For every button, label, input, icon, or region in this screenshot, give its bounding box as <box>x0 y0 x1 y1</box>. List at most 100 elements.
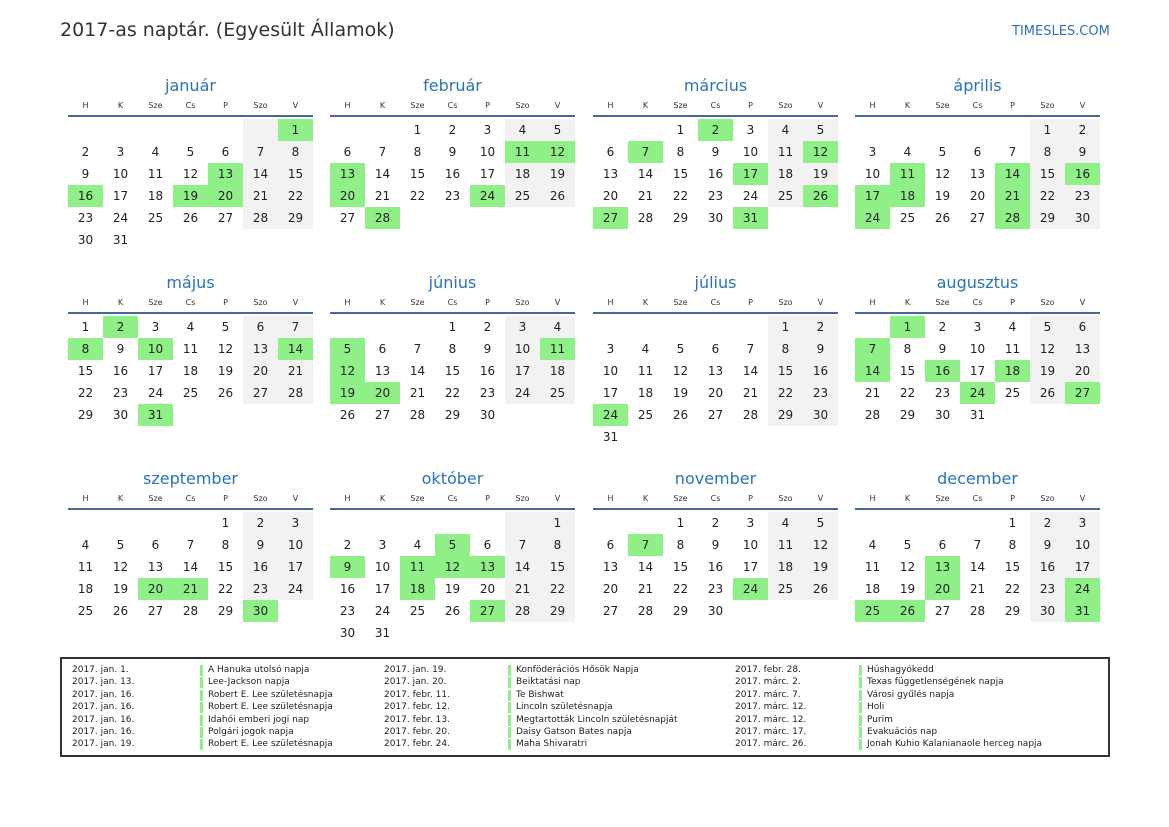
empty-cell <box>733 316 768 338</box>
day-cell: 24 <box>742 189 759 203</box>
weekday-label: H <box>344 298 351 307</box>
weekday-label: Szo <box>1040 494 1055 503</box>
holiday-legend: 2017. jan. 1. A Hanuka utolsó napja 2017. … <box>60 657 1110 757</box>
holiday-day-cell: 17 <box>733 163 768 185</box>
day-cell: 5 <box>803 119 838 141</box>
holiday-day-cell: 25 <box>855 600 890 622</box>
day-cell: 29 <box>672 604 689 618</box>
weekday-label: Cs <box>447 298 458 307</box>
holiday-day-cell: 16 <box>68 185 103 207</box>
weekday-label: P <box>485 101 490 110</box>
day-cell: 9 <box>711 538 720 552</box>
holiday-day-cell: 2 <box>103 316 138 338</box>
weekday-label: V <box>292 494 299 503</box>
day-cell: 13 <box>1065 338 1100 360</box>
weekday-label: Sze <box>148 298 163 307</box>
day-cell: 6 <box>606 145 615 159</box>
weekday-label: Sze <box>935 101 950 110</box>
weekday-label: P <box>1010 101 1015 110</box>
day-cell: 23 <box>77 211 94 225</box>
legend-date: 2017. jan. 1. <box>72 665 129 675</box>
empty-cell <box>960 512 995 534</box>
day-cell: 19 <box>803 163 838 185</box>
holiday-day-cell: 13 <box>330 163 365 185</box>
legend-marker <box>200 689 203 701</box>
day-cell: 21 <box>505 578 540 600</box>
weekday-label: Cs <box>185 298 196 307</box>
legend-marker <box>508 665 511 676</box>
brand-link[interactable]: TIMESLES.COM <box>1012 24 1110 39</box>
empty-cell <box>365 316 400 338</box>
day-cell: 29 <box>540 600 575 622</box>
legend-marker <box>508 714 511 726</box>
day-cell: 24 <box>112 211 129 225</box>
weekday-label: P <box>485 494 490 503</box>
day-cell: 7 <box>1008 145 1017 159</box>
day-cell: 28 <box>409 408 426 422</box>
weekday-header: H K Sze Cs P Szo V <box>68 490 313 510</box>
day-cell: 1 <box>768 316 803 338</box>
day-cell: 1 <box>221 516 230 530</box>
holiday-day-cell: 20 <box>365 382 400 404</box>
month-name: február <box>423 76 482 95</box>
empty-cell <box>243 119 278 141</box>
day-cell: 11 <box>77 560 94 574</box>
day-cell: 29 <box>1004 604 1021 618</box>
day-cell: 28 <box>637 211 654 225</box>
weekday-label: H <box>82 101 89 110</box>
day-cell: 20 <box>1065 360 1100 382</box>
empty-cell <box>925 119 960 141</box>
legend-marker <box>859 726 862 738</box>
day-cell: 12 <box>803 534 838 556</box>
day-cell: 28 <box>637 604 654 618</box>
day-cell: 20 <box>602 582 619 596</box>
day-cell: 27 <box>602 604 619 618</box>
weekday-label: Sze <box>673 494 688 503</box>
day-cell: 24 <box>147 386 164 400</box>
day-cell: 30 <box>707 211 724 225</box>
day-cell: 18 <box>768 556 803 578</box>
holiday-day-cell: 14 <box>278 338 313 360</box>
day-cell: 1 <box>540 512 575 534</box>
weekday-header: H K Sze Cs P Szo V <box>855 97 1100 117</box>
day-cell: 5 <box>221 320 230 334</box>
empty-cell <box>330 119 365 141</box>
day-cell: 7 <box>278 316 313 338</box>
day-cell: 19 <box>1030 360 1065 382</box>
day-cell: 3 <box>973 320 982 334</box>
weekday-header: H K Sze Cs P Szo V <box>855 294 1100 314</box>
day-cell: 27 <box>934 604 951 618</box>
day-cell: 16 <box>1030 556 1065 578</box>
day-cell: 8 <box>413 145 422 159</box>
day-cell: 18 <box>768 163 803 185</box>
day-cell: 7 <box>186 538 195 552</box>
empty-cell <box>628 316 663 338</box>
weekday-label: P <box>748 494 753 503</box>
day-cell: 25 <box>768 185 803 207</box>
holiday-day-cell: 13 <box>470 556 505 578</box>
weekday-label: H <box>82 298 89 307</box>
day-cell: 26 <box>217 386 234 400</box>
weekday-label: Cs <box>447 101 458 110</box>
weekday-label: V <box>292 298 299 307</box>
day-cell: 15 <box>672 560 689 574</box>
month-name: május <box>166 273 215 292</box>
day-cell: 15 <box>768 360 803 382</box>
day-cell: 29 <box>1030 207 1065 229</box>
empty-cell <box>365 512 400 534</box>
day-cell: 4 <box>868 538 877 552</box>
day-cell: 20 <box>969 189 986 203</box>
weekday-header: H K Sze Cs P Szo V <box>593 490 838 510</box>
day-cell: 15 <box>1004 560 1021 574</box>
holiday-day-cell: 28 <box>365 207 400 229</box>
day-cell: 23 <box>934 386 951 400</box>
page-title: 2017-as naptár. (Egyesült Államok) <box>60 19 395 41</box>
holiday-day-cell: 31 <box>1065 600 1100 622</box>
day-cell: 28 <box>182 604 199 618</box>
weekday-label: Cs <box>972 101 983 110</box>
weekday-label: Sze <box>410 298 425 307</box>
day-cell: 18 <box>637 386 654 400</box>
day-cell: 6 <box>243 316 278 338</box>
day-cell: 22 <box>768 382 803 404</box>
day-cell: 25 <box>899 211 916 225</box>
